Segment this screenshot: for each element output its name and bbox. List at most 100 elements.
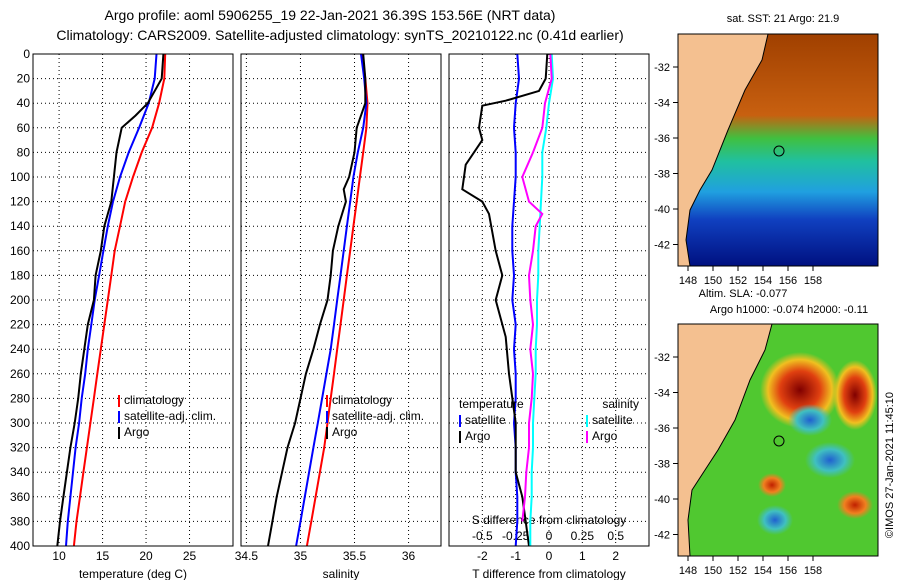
lat-tick-label: -34 — [654, 388, 670, 400]
plot-frame — [448, 53, 650, 547]
legend-title-temperature: temperature — [459, 397, 524, 411]
x-axis-label: temperature (deg C) — [79, 567, 187, 580]
x-tick-label: 35 — [294, 549, 308, 563]
y-tick-label: 0 — [23, 47, 30, 61]
series-line-magenta — [521, 53, 553, 522]
sla-map-title-1: Altim. SLA: -0.077 — [699, 288, 788, 300]
sst-argo-location-marker — [773, 145, 785, 157]
y-tick-label: 140 — [10, 219, 30, 233]
x-tick-label: 20 — [139, 549, 153, 563]
y-tick-label: 160 — [10, 244, 30, 258]
sla-argo-location-marker — [773, 435, 785, 447]
y-tick-label: 180 — [10, 268, 30, 282]
lat-tick-label: -42 — [654, 530, 670, 542]
x-tick-label: 10 — [52, 549, 66, 563]
sla-map-frame — [677, 323, 879, 557]
sst-map-ocean — [686, 34, 878, 266]
legend-entry: climatology — [332, 393, 392, 407]
y-tick-label: 260 — [10, 367, 30, 381]
x-tick-label: 35.5 — [343, 549, 367, 563]
sla-lon-ticks: 148 150 152 154 156 158 — [679, 556, 822, 577]
y-tick-label: 80 — [17, 145, 31, 159]
x-tick-label: 1 — [579, 549, 586, 563]
lat-tick-label: -40 — [654, 494, 670, 506]
lat-tick-label: -36 — [654, 423, 670, 435]
sst-map-title: sat. SST: 21 Argo: 21.9 — [727, 13, 840, 25]
x-tick-label: 2 — [612, 549, 619, 563]
lon-tick-label: 154 — [754, 565, 772, 577]
sla-high-anomaly — [758, 473, 786, 497]
series-line-red — [305, 53, 369, 547]
lat-tick-label: -42 — [654, 240, 670, 252]
lon-tick-label: 158 — [804, 565, 822, 577]
sla-map: -32 -34 -36 -38 -40 -42 148 150 152 154 156 158 — [654, 323, 879, 577]
y-tick-label: 120 — [10, 195, 30, 209]
top-x-axis-label: S difference from climatology — [472, 513, 627, 527]
sla-low-anomaly — [805, 442, 855, 478]
y-tick-label: 200 — [10, 293, 30, 307]
temperature-chart: 10 15 20 25 0 20 40 60 80 100 120 140 160 180 200 220 24… — [10, 47, 234, 580]
x-tick-label: 0 — [546, 549, 553, 563]
lat-tick-label: -32 — [654, 62, 670, 74]
y-tick-label: 40 — [17, 96, 31, 110]
title-line-1: Argo profile: aoml 5906255_19 22-Jan-202… — [105, 7, 556, 23]
lon-tick-label: 150 — [704, 565, 722, 577]
series-line-black — [267, 53, 367, 547]
sla-map-coastline — [687, 323, 773, 557]
series-line-blue — [65, 53, 158, 547]
lon-tick-label: 150 — [704, 275, 722, 287]
x-tick-label: 36 — [402, 549, 416, 563]
lat-tick-label: -34 — [654, 98, 670, 110]
series-line-black — [56, 53, 165, 547]
sst-lon-ticks: 148 150 152 154 156 158 — [679, 266, 822, 287]
lon-tick-label: 156 — [779, 565, 797, 577]
legend-entry: satellite — [465, 413, 506, 427]
y-tick-label: 340 — [10, 465, 30, 479]
sla-high-anomaly — [837, 491, 873, 519]
lon-tick-label: 148 — [679, 275, 697, 287]
legend-entry: Argo — [465, 429, 491, 443]
sst-map: -32 -34 -36 -38 -40 -42 148 150 152 154 156 158 — [654, 33, 879, 287]
series-line-cyan — [529, 53, 555, 546]
x-tick-label: 15 — [96, 549, 110, 563]
y-tick-label: 320 — [10, 441, 30, 455]
x-tick-label: -1 — [510, 549, 521, 563]
y-tick-label: 220 — [10, 318, 30, 332]
y-tick-label: 400 — [10, 539, 30, 553]
plot-frame — [240, 53, 442, 547]
sst-map-frame — [677, 33, 879, 267]
plot-frame — [32, 53, 234, 547]
lon-tick-label: 154 — [754, 275, 772, 287]
y-tick-label: 240 — [10, 342, 30, 356]
x-tick-label: 34.5 — [235, 549, 259, 563]
lon-tick-label: 152 — [729, 565, 747, 577]
sst-map-coastline — [685, 33, 769, 267]
lon-tick-label: 148 — [679, 565, 697, 577]
legend-entry: Argo — [124, 425, 150, 439]
lat-tick-label: -32 — [654, 352, 670, 364]
top-x-tick-label: 0.5 — [607, 529, 624, 543]
x-axis-label: T difference from climatology — [472, 567, 626, 580]
lon-tick-label: 158 — [804, 275, 822, 287]
difference-chart: -2 -1 0 1 2-0.5 -0.25 0 0.25 0.5S difference fro… — [448, 53, 650, 580]
y-tick-label: 360 — [10, 490, 30, 504]
y-tick-label: 280 — [10, 391, 30, 405]
lon-tick-label: 152 — [729, 275, 747, 287]
top-x-tick-label: 0 — [546, 529, 553, 543]
legend-entry: Argo — [592, 429, 618, 443]
lat-tick-label: -38 — [654, 459, 670, 471]
y-tick-label: 380 — [10, 514, 30, 528]
imos-credit: ©IMOS 27-Jan-2021 11:45:10 — [884, 392, 896, 538]
y-tick-label: 20 — [17, 72, 31, 86]
lat-tick-label: -40 — [654, 204, 670, 216]
legend-title-salinity: salinity — [602, 397, 639, 411]
x-tick-label: 25 — [183, 549, 197, 563]
salinity-chart: 34.5 35 35.5 36 salinity climatology satellite… — [235, 53, 442, 580]
legend-entry: Argo — [332, 425, 358, 439]
legend-entry: satellite — [592, 413, 633, 427]
lat-tick-label: -36 — [654, 133, 670, 145]
x-axis-label: salinity — [323, 567, 360, 580]
series-line-black — [461, 53, 549, 547]
y-tick-label: 60 — [17, 121, 31, 135]
